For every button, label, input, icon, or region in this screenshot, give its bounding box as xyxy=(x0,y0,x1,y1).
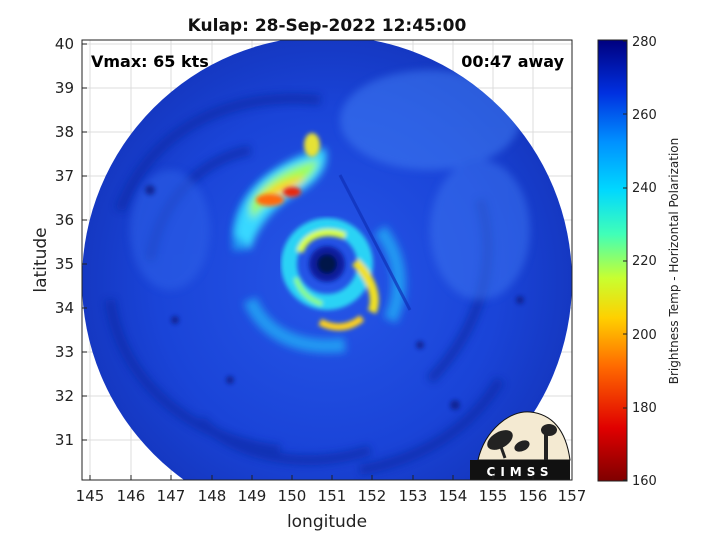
cimss-logo: CIMSS xyxy=(470,411,571,480)
x-tick-label: 148 xyxy=(198,487,227,505)
x-tick-label: 146 xyxy=(117,487,146,505)
y-tick-label: 31 xyxy=(55,431,74,449)
x-axis: 145 146 147 148 149 150 151 152 153 154 … xyxy=(76,475,587,532)
x-tick-label: 150 xyxy=(278,487,307,505)
x-tick-label: 151 xyxy=(318,487,347,505)
y-tick-label: 33 xyxy=(55,343,74,361)
colorbar-tick: 160 xyxy=(632,474,657,489)
x-tick-label: 147 xyxy=(157,487,186,505)
colorbar-tick: 260 xyxy=(632,108,657,123)
time-away-label: 00:47 away xyxy=(461,52,564,71)
x-tick-label: 152 xyxy=(358,487,387,505)
colorbar-tick: 180 xyxy=(632,401,657,416)
x-tick-label: 153 xyxy=(399,487,428,505)
x-axis-label: longitude xyxy=(287,512,367,532)
y-tick-label: 36 xyxy=(55,211,74,229)
colorbar-tick: 240 xyxy=(632,181,657,196)
y-axis: 31 32 33 34 35 36 37 38 39 40 latitude xyxy=(31,35,87,449)
y-tick-label: 32 xyxy=(55,387,74,405)
x-tick-label: 155 xyxy=(479,487,508,505)
y-axis-label: latitude xyxy=(31,227,51,292)
colorbar-label: Brightness Temp - Horizontal Polarizatio… xyxy=(667,138,681,385)
logo-text: CIMSS xyxy=(487,465,554,479)
x-tick-label: 157 xyxy=(558,487,587,505)
colorbar-tick: 220 xyxy=(632,254,657,269)
colorbar-tick: 200 xyxy=(632,328,657,343)
colorbar: 160 180 200 220 240 260 280 Brightness T… xyxy=(597,35,681,489)
brightness-temp-swath xyxy=(82,40,572,480)
x-tick-label: 149 xyxy=(238,487,267,505)
x-tick-label: 154 xyxy=(439,487,468,505)
y-tick-label: 40 xyxy=(55,35,74,53)
y-tick-label: 35 xyxy=(55,255,74,273)
chart-title: Kulap: 28-Sep-2022 12:45:00 xyxy=(188,16,467,36)
y-tick-label: 38 xyxy=(55,123,74,141)
vmax-label: Vmax: 65 kts xyxy=(91,52,209,71)
x-tick-label: 156 xyxy=(519,487,548,505)
y-tick-label: 39 xyxy=(55,79,74,97)
colorbar-tick: 280 xyxy=(632,35,657,50)
y-tick-label: 34 xyxy=(55,299,74,317)
x-tick-label: 145 xyxy=(76,487,105,505)
y-tick-label: 37 xyxy=(55,167,74,185)
